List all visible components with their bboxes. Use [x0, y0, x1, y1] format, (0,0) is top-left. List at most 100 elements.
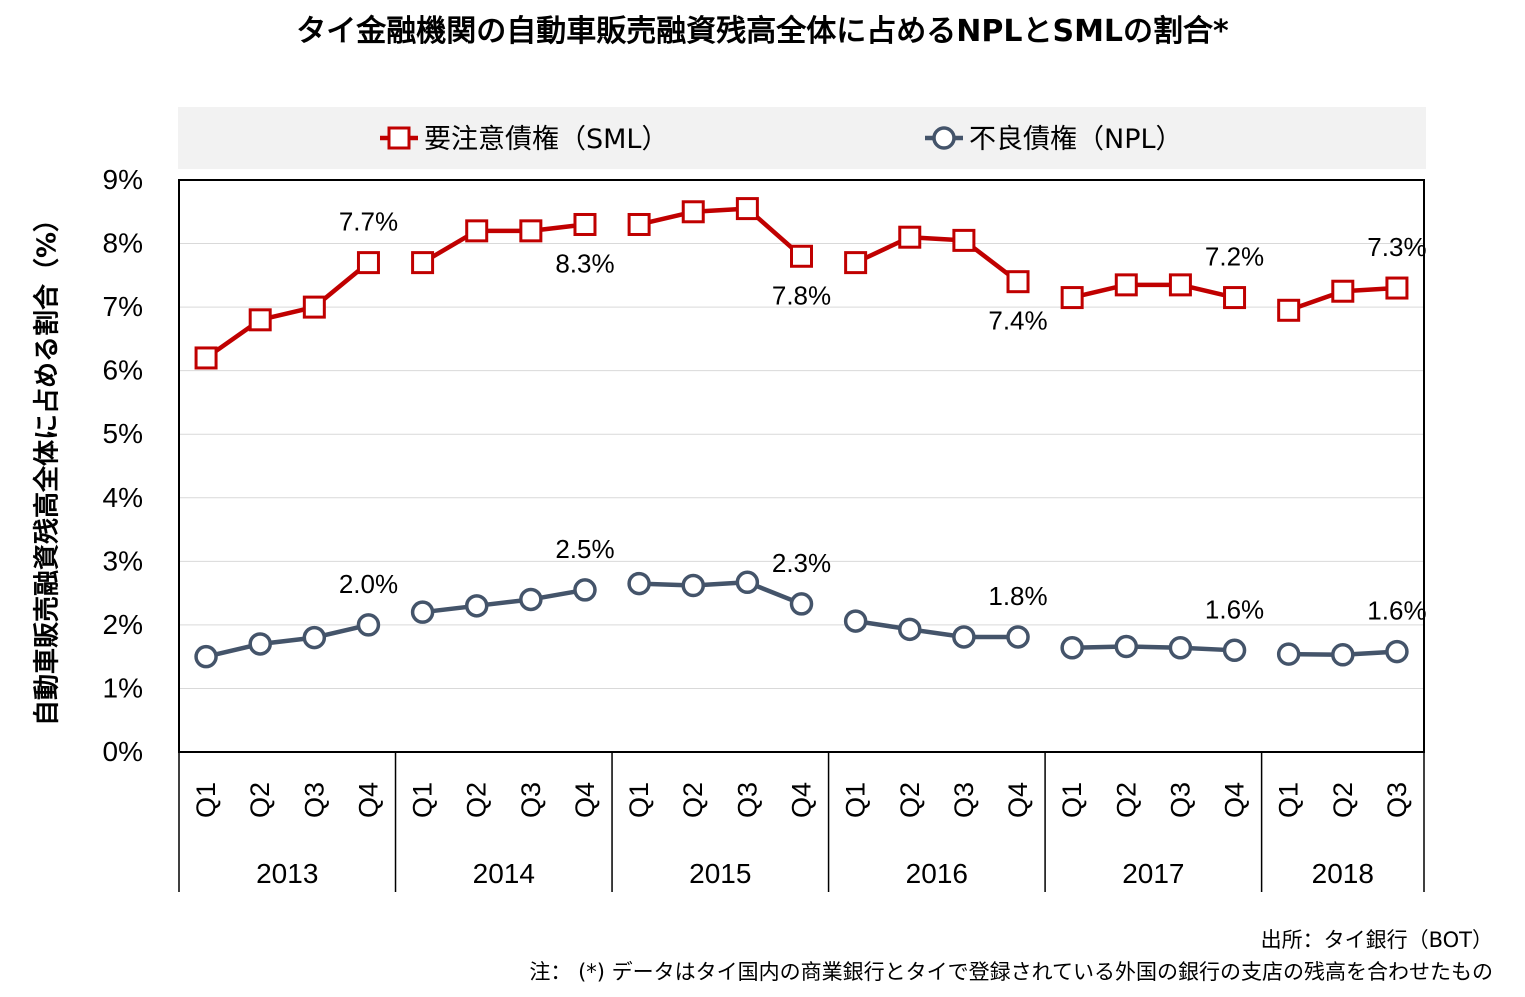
y-tick-label: 7% [103, 291, 143, 322]
data-point [356, 613, 381, 637]
y-tick-label: 4% [103, 482, 143, 513]
data-point [1222, 638, 1247, 663]
x-tick-label-quarter: Q2 [678, 782, 708, 818]
data-point [952, 625, 976, 649]
y-tick-label: 0% [103, 736, 143, 767]
legend-item-sml: 要注意債権（SML） [380, 124, 668, 155]
footnote: 注： (*) データはタイ国内の商業銀行とタイで登録されている外国の銀行の支店の… [529, 960, 1493, 984]
data-point [519, 587, 543, 612]
plot-area-border [178, 179, 1425, 753]
legend-label: 要注意債権（SML） [424, 124, 668, 155]
x-axis: Q1 Q2 Q3 Q4 Q1 Q2 Q3 Q4 Q1 Q2 Q3 Q4 Q1 Q2 Q3 Q4 Q1 Q2 Q3 Q4… [178, 752, 1425, 892]
y-axis: 0% 1% 2% 3% 4% 5% 6% 7% 8% 9% [103, 164, 143, 767]
y-tick-label: 1% [103, 672, 143, 703]
y-tick-label: 3% [103, 545, 143, 576]
data-point [248, 308, 272, 332]
data-point [789, 592, 814, 616]
data-point [356, 251, 380, 275]
y-tick-label: 9% [103, 164, 143, 195]
x-tick-label-quarter: Q2 [1111, 782, 1141, 818]
x-tick-label-quarter: Q1 [408, 782, 438, 818]
x-tick-label-quarter: Q3 [1382, 782, 1412, 818]
data-point [194, 346, 218, 370]
x-tick-label-quarter: Q3 [1165, 782, 1195, 818]
data-point [952, 228, 976, 252]
data-point [681, 200, 705, 224]
x-tick-label-quarter: Q3 [516, 782, 546, 818]
data-point [1223, 286, 1247, 310]
data-label: 7.8% [772, 280, 831, 310]
series-npl: 2.0% 2.5% 2.3% 1.8% 1.6% 1.6% [194, 534, 1427, 669]
data-point [464, 594, 489, 618]
data-point [1385, 639, 1409, 664]
data-point [898, 617, 922, 642]
data-point [1331, 643, 1355, 667]
data-label: 7.2% [1205, 242, 1264, 272]
data-point [1168, 636, 1193, 660]
series-line-segment [205, 622, 369, 659]
x-tick-label-quarter: Q1 [624, 782, 654, 818]
x-tick-label-quarter: Q3 [949, 782, 979, 818]
x-tick-label-quarter: Q1 [1274, 782, 1304, 818]
data-point [844, 251, 868, 275]
series-line-segment [422, 587, 586, 615]
data-point [410, 600, 435, 624]
data-point [573, 578, 597, 602]
y-tick-label: 8% [103, 228, 143, 259]
legend: 要注意債権（SML） 不良債権（NPL） [380, 124, 1183, 155]
data-point [1331, 279, 1355, 303]
grid-lines [179, 243, 1424, 689]
data-label: 2.3% [772, 548, 831, 578]
series-line-segment [639, 580, 803, 607]
data-point [735, 570, 760, 595]
data-point [1114, 273, 1138, 297]
data-point [302, 625, 327, 650]
x-tick-label-quarter: Q3 [732, 782, 762, 818]
data-label: 1.6% [1367, 596, 1426, 626]
data-label: 8.3% [555, 248, 614, 278]
source-note: 出所：タイ銀行（BOT） [1260, 928, 1493, 952]
legend-marker [932, 126, 956, 150]
data-point [411, 251, 435, 275]
data-point [1385, 276, 1409, 300]
x-tick-label-quarter: Q1 [1057, 782, 1087, 818]
legend-marker [387, 126, 411, 150]
data-label: 7.3% [1367, 232, 1426, 262]
x-tick-label-quarter: Q4 [570, 782, 600, 818]
x-tick-label-year: 2014 [473, 858, 535, 889]
data-label: 1.6% [1205, 594, 1264, 624]
y-tick-label: 6% [103, 355, 143, 386]
data-point [194, 644, 218, 669]
x-tick-label-quarter: Q4 [787, 782, 817, 818]
x-tick-label-quarter: Q3 [299, 782, 329, 818]
legend-background [178, 107, 1426, 169]
data-point [1060, 636, 1084, 660]
data-point [1006, 270, 1030, 294]
series-layer: 7.7% 8.3% 7.8% 7.4% 7.2% 7.3% 2.0% 2.5% 2.3% 1.8%… [194, 197, 1427, 669]
legend-label: 不良債権（NPL） [969, 124, 1183, 155]
series-line-segment [421, 222, 586, 265]
x-tick-label-quarter: Q4 [1220, 782, 1250, 818]
data-point [248, 632, 272, 656]
x-tick-label-quarter: Q2 [895, 782, 925, 818]
data-point [790, 244, 813, 268]
x-tick-label-quarter: Q4 [1003, 782, 1033, 818]
data-point [681, 573, 705, 598]
series-line-segment [854, 234, 1020, 284]
data-point [1006, 625, 1030, 649]
data-point [1277, 298, 1301, 322]
x-tick-label-year: 2015 [689, 858, 751, 889]
data-point [302, 295, 326, 319]
data-point [627, 212, 651, 236]
data-point [843, 609, 868, 633]
series-line-segment [638, 206, 803, 258]
data-point [573, 212, 597, 236]
x-tick-label-quarter: Q1 [191, 782, 221, 818]
x-tick-label-quarter: Q4 [353, 782, 383, 818]
x-tick-label-year: 2018 [1312, 858, 1374, 889]
data-point [898, 225, 922, 249]
data-point [627, 571, 651, 596]
y-tick-label: 2% [103, 609, 143, 640]
legend-item-npl: 不良債権（NPL） [925, 124, 1183, 155]
